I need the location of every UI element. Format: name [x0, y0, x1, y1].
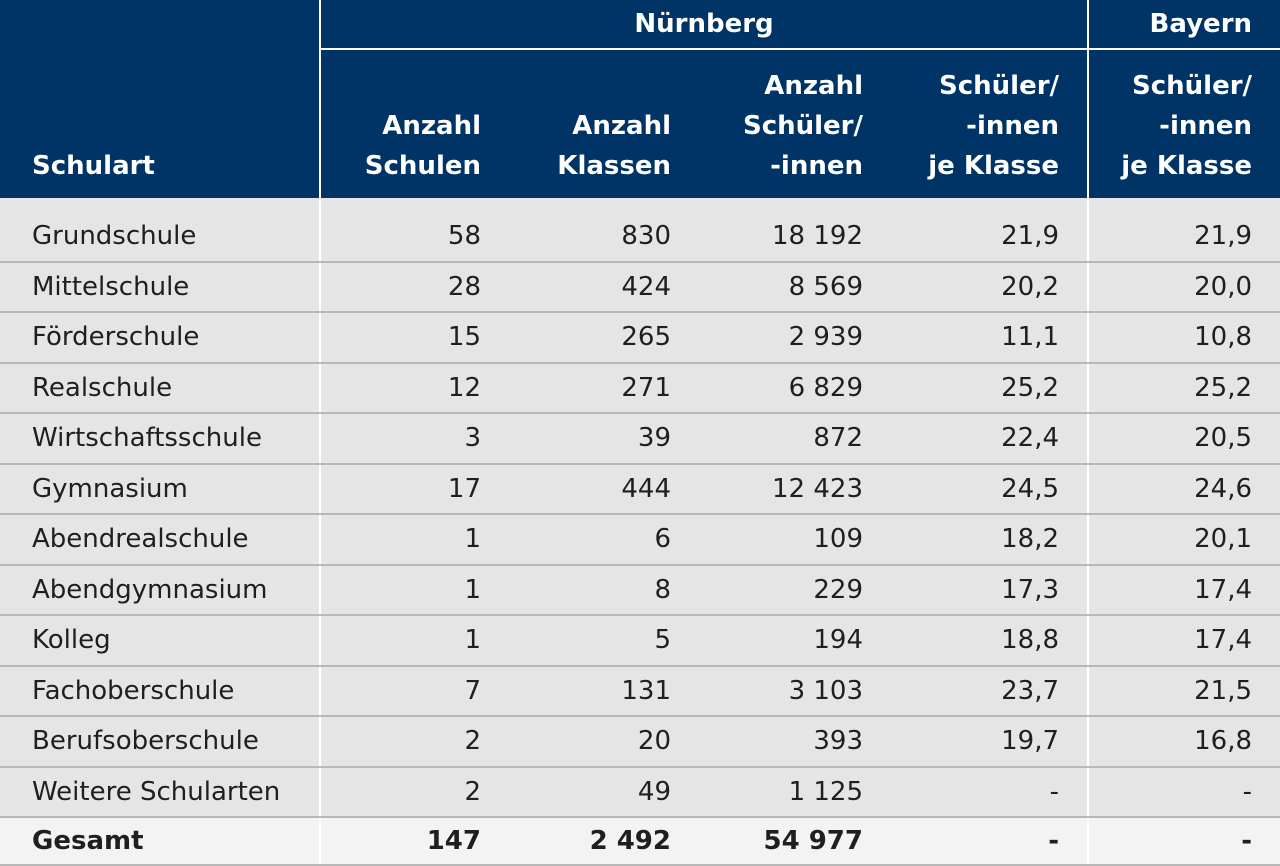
schueler-je-klasse-cell: 24,5: [891, 463, 1089, 515]
schulart-cell: Realschule: [0, 362, 320, 414]
anzahl-klassen-cell: 265: [509, 312, 699, 364]
table-row: Realschule 12 271 6 829 25,2 25,2: [0, 362, 1280, 414]
anzahl-schulen-cell: 15: [319, 312, 509, 364]
schueler-je-klasse-cell: 11,1: [891, 312, 1089, 364]
header-bayern: Bayern: [1087, 0, 1280, 49]
bayern-schueler-je-klasse-cell: 21,9: [1087, 198, 1280, 263]
anzahl-schulen-cell: 1: [319, 615, 509, 667]
anzahl-schueler-cell: 12 423: [699, 463, 891, 515]
table-row: Abendrealschule 1 6 109 18,2 20,1: [0, 514, 1280, 566]
anzahl-schueler-cell: 194: [699, 615, 891, 667]
anzahl-schulen-cell: 7: [319, 665, 509, 717]
table-row: Berufsoberschule 2 20 393 19,7 16,8: [0, 716, 1280, 768]
schulart-cell: Fachoberschule: [0, 665, 320, 717]
table-row: Fachoberschule 7 131 3 103 23,7 21,5: [0, 665, 1280, 717]
anzahl-schulen-cell: 58: [319, 198, 509, 263]
anzahl-schulen-cell: 2: [319, 716, 509, 768]
schueler-je-klasse-cell: 20,2: [891, 261, 1089, 313]
header-schueler-je-klasse-bayern: Schüler/ -innen je Klasse: [1087, 48, 1280, 198]
table-row: Mittelschule 28 424 8 569 20,2 20,0: [0, 261, 1280, 313]
table-row: Gymnasium 17 444 12 423 24,5 24,6: [0, 463, 1280, 515]
anzahl-klassen-cell: 6: [509, 514, 699, 566]
header-schulart: Schulart: [0, 0, 320, 198]
anzahl-schulen-cell: 3: [319, 413, 509, 465]
schueler-je-klasse-cell: 22,4: [891, 413, 1089, 465]
anzahl-schulen-cell: 1: [319, 564, 509, 616]
anzahl-schueler-cell: 109: [699, 514, 891, 566]
anzahl-klassen-cell: 271: [509, 362, 699, 414]
schueler-je-klasse-cell: 25,2: [891, 362, 1089, 414]
anzahl-schueler-cell: 1 125: [699, 766, 891, 818]
table-row: Kolleg 1 5 194 18,8 17,4: [0, 615, 1280, 667]
anzahl-schueler-cell: 229: [699, 564, 891, 616]
table-row: Grundschule 58 830 18 192 21,9 21,9: [0, 198, 1280, 263]
header-nuernberg: Nürnberg: [318, 0, 1089, 49]
anzahl-schueler-cell: 393: [699, 716, 891, 768]
header-anzahl-klassen: Anzahl Klassen: [509, 48, 699, 198]
anzahl-schueler-cell: 8 569: [699, 261, 891, 313]
schueler-je-klasse-cell: 19,7: [891, 716, 1089, 768]
anzahl-schulen-cell: 28: [319, 261, 509, 313]
anzahl-klassen-cell: 830: [509, 198, 699, 263]
schueler-je-klasse-cell: 18,8: [891, 615, 1089, 667]
schulart-cell: Abendrealschule: [0, 514, 320, 566]
bayern-schueler-je-klasse-cell: 20,0: [1087, 261, 1280, 313]
bayern-schueler-je-klasse-cell: 20,1: [1087, 514, 1280, 566]
header-anzahl-schueler: Anzahl Schüler/ -innen: [699, 48, 891, 198]
bayern-schueler-je-klasse-cell: 24,6: [1087, 463, 1280, 515]
anzahl-schueler-cell: 872: [699, 413, 891, 465]
anzahl-klassen-cell: 424: [509, 261, 699, 313]
anzahl-schulen-cell: 12: [319, 362, 509, 414]
header-schueler-je-klasse-nuernberg: Schüler/ -innen je Klasse: [891, 48, 1089, 198]
anzahl-schulen-cell: 1: [319, 514, 509, 566]
anzahl-schueler-cell: 2 939: [699, 312, 891, 364]
anzahl-schueler-cell: 6 829: [699, 362, 891, 414]
table-row: Weitere Schularten 2 49 1 125- -: [0, 766, 1280, 818]
bayern-schueler-je-klasse-cell: 10,8: [1087, 312, 1280, 364]
anzahl-klassen-cell: 444: [509, 463, 699, 515]
table-body: Grundschule 58 830 18 192 21,9 21,9 Mittelschu…: [0, 198, 1280, 866]
bayern-schueler-je-klasse-cell: 21,5: [1087, 665, 1280, 717]
bayern-schueler-je-klasse-cell: 16,8: [1087, 716, 1280, 768]
anzahl-klassen-cell: 5: [509, 615, 699, 667]
schulart-cell: Förderschule: [0, 312, 320, 364]
anzahl-schueler-cell: 3 103: [699, 665, 891, 717]
header-anzahl-schulen: Anzahl Schulen: [319, 48, 509, 198]
bayern-schueler-je-klasse-cell: 20,5: [1087, 413, 1280, 465]
bayern-schueler-je-klasse-cell: 17,4: [1087, 564, 1280, 616]
schueler-je-klasse-cell: 21,9: [891, 198, 1089, 263]
schueler-je-klasse-cell: 17,3: [891, 564, 1089, 616]
table-row: Abendgymnasium 1 8 229 17,3 17,4: [0, 564, 1280, 616]
table-row: Wirtschaftsschule 3 39 872 22,4 20,5: [0, 413, 1280, 465]
schulart-cell: Kolleg: [0, 615, 320, 667]
anzahl-schulen-cell: 2: [319, 766, 509, 818]
bayern-schueler-je-klasse-cell: -: [1087, 766, 1280, 818]
schulart-cell: Weitere Schularten: [0, 766, 320, 818]
anzahl-schulen-cell: 17: [319, 463, 509, 515]
anzahl-klassen-cell: 20: [509, 716, 699, 768]
schulart-cell: Abendgymnasium: [0, 564, 320, 616]
bayern-schueler-je-klasse-cell: 25,2: [1087, 362, 1280, 414]
anzahl-klassen-cell: 49: [509, 766, 699, 818]
table-row: Förderschule 15 265 2 939 11,1 10,8: [0, 312, 1280, 364]
schulart-cell: Gymnasium: [0, 463, 320, 515]
anzahl-schueler-cell: 18 192: [699, 198, 891, 263]
total-bayern-schueler-je-klasse-cell: -: [1087, 817, 1280, 866]
bayern-schueler-je-klasse-cell: 17,4: [1087, 615, 1280, 667]
schueler-je-klasse-cell: 18,2: [891, 514, 1089, 566]
schulart-cell: Mittelschule: [0, 261, 320, 313]
schueler-je-klasse-cell: 23,7: [891, 665, 1089, 717]
anzahl-klassen-cell: 131: [509, 665, 699, 717]
schulart-cell: Grundschule: [0, 198, 320, 263]
anzahl-klassen-cell: 39: [509, 413, 699, 465]
schulart-cell: Wirtschaftsschule: [0, 413, 320, 465]
schulart-cell: Berufsoberschule: [0, 716, 320, 768]
schueler-je-klasse-cell: -: [891, 766, 1089, 818]
anzahl-klassen-cell: 8: [509, 564, 699, 616]
